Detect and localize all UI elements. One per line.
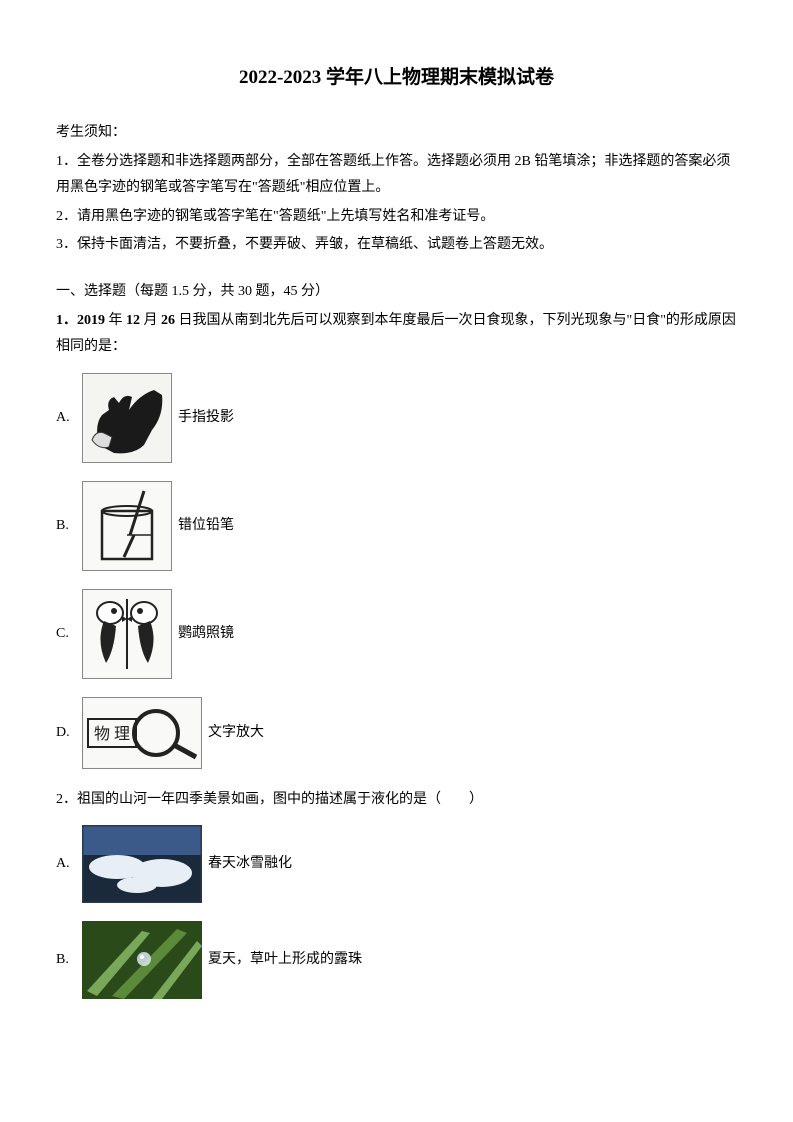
q1-option-b: B. 错位铅笔 (56, 481, 737, 571)
q1-day: 26 (161, 313, 175, 328)
q1-number: 1．2019 (56, 313, 105, 328)
option-label: B. (56, 513, 82, 540)
option-label: C. (56, 621, 82, 648)
q1-text-2: 月 (140, 313, 161, 328)
pencil-cup-image (82, 481, 172, 571)
option-text: 鹦鹉照镜 (178, 621, 234, 648)
q2-option-a: A. 春天冰雪融化 (56, 825, 737, 903)
q2-stem: 2．祖国的山河一年四季美景如画，图中的描述属于液化的是（ ） (56, 787, 737, 814)
q2-option-b: B. 夏天，草叶上形成的露珠 (56, 921, 737, 999)
option-text: 手指投影 (178, 405, 234, 432)
q1-text-1: 年 (105, 313, 126, 328)
q1-month: 12 (126, 313, 140, 328)
spring-snow-melt-image (82, 825, 202, 903)
q1-option-a: A. 手指投影 (56, 373, 737, 463)
exam-title: 2022-2023 学年八上物理期末模拟试卷 (56, 60, 737, 96)
option-label: A. (56, 851, 82, 878)
parrot-mirror-image (82, 589, 172, 679)
hand-shadow-image (82, 373, 172, 463)
q1-option-c: C. 鹦鹉照镜 (56, 589, 737, 679)
option-label: A. (56, 405, 82, 432)
q1-option-d: D. 物 理 文字放大 (56, 697, 737, 769)
section-1-header: 一、选择题（每题 1.5 分，共 30 题，45 分） (56, 279, 737, 306)
q1-stem: 1．2019 年 12 月 26 日我国从南到北先后可以观察到本年度最后一次日食… (56, 308, 737, 361)
option-label: D. (56, 720, 82, 747)
option-text: 夏天，草叶上形成的露珠 (208, 947, 362, 974)
option-text: 错位铅笔 (178, 513, 234, 540)
notice-heading: 考生须知： (56, 120, 737, 147)
notice-item-3: 3．保持卡面清洁，不要折叠，不要弄破、弄皱，在草稿纸、试题卷上答题无效。 (56, 232, 737, 259)
notice-item-1: 1．全卷分选择题和非选择题两部分，全部在答题纸上作答。选择题必须用 2B 铅笔填… (56, 149, 737, 202)
option-text: 文字放大 (208, 720, 264, 747)
option-label: B. (56, 947, 82, 974)
magnifier-text-image: 物 理 (82, 697, 202, 769)
summer-dew-grass-image (82, 921, 202, 999)
option-text: 春天冰雪融化 (208, 851, 292, 878)
svg-text:物 理: 物 理 (94, 725, 130, 743)
notice-item-2: 2．请用黑色字迹的钢笔或答字笔在"答题纸"上先填写姓名和准考证号。 (56, 204, 737, 231)
